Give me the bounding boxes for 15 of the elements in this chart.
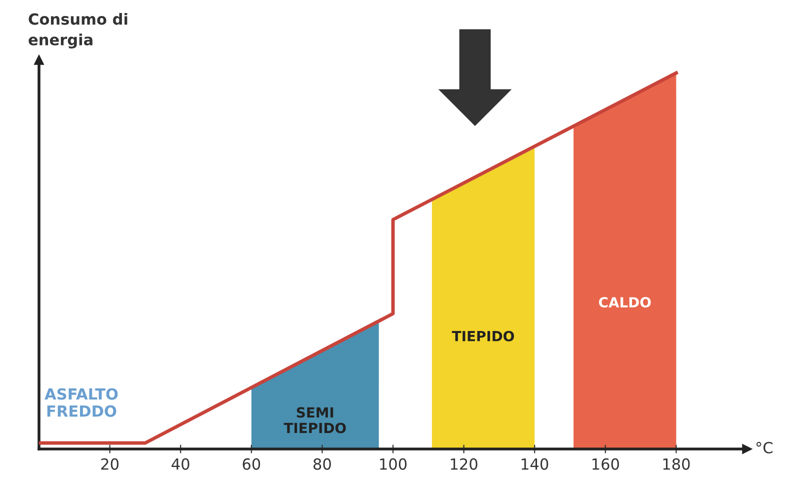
x-tick-label: 80 [314, 458, 331, 470]
annotation: ASFALTO FREDDO [44, 388, 118, 417]
x-tick-label: 40 [172, 458, 190, 470]
x-tick-label: 160 [592, 458, 619, 470]
series-label: CALDO [599, 297, 651, 308]
x-axis-title: °C [756, 442, 772, 454]
x-tick-label: 20 [101, 458, 119, 470]
x-tick-label: 100 [380, 458, 407, 470]
x-tick-label: 120 [450, 458, 478, 470]
x-tick-label: 140 [522, 458, 548, 470]
y-axis-title: Consumo di energia [28, 13, 128, 48]
x-tick-label: 180 [663, 458, 690, 470]
x-tick-label: 60 [242, 458, 260, 470]
series-label: SEMI TIEPIDO [284, 407, 346, 434]
series-label: TIEPIDO [452, 330, 514, 342]
